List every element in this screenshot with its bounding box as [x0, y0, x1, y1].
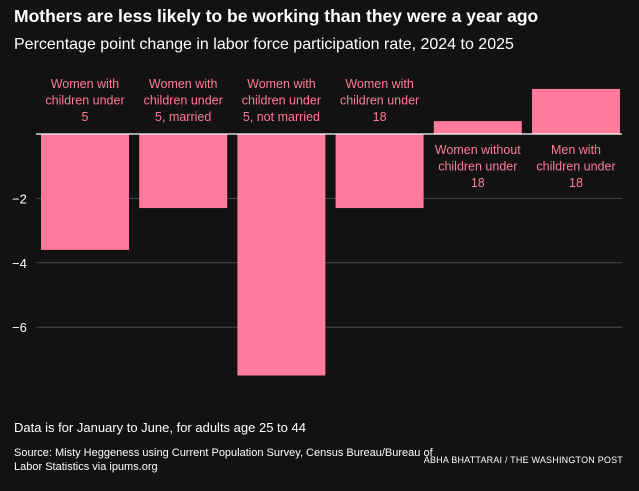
- category-label: Men with children under 18: [536, 143, 615, 190]
- bar: [532, 88, 620, 134]
- bar-chart: −2 −4 −6 Women with children under 5 Women wit…: [12, 77, 622, 376]
- category-label: Women with children under 18: [340, 77, 419, 124]
- chart-title: Mothers are less likely to be working th…: [14, 6, 539, 26]
- y-tick-label: −2: [12, 191, 27, 206]
- category-label: Women with children under 5, not married: [242, 77, 321, 124]
- category-label: Women with children under 5: [45, 77, 124, 124]
- bar: [139, 134, 228, 209]
- bar: [237, 134, 326, 376]
- chart-subtitle: Percentage point change in labor force p…: [14, 36, 514, 53]
- bar: [41, 134, 129, 250]
- source-note: Source: Misty Heggeness using Current Po…: [14, 447, 433, 473]
- y-tick-label: −6: [12, 320, 27, 335]
- category-label: Women without children under 18: [435, 143, 521, 190]
- bar: [433, 121, 522, 134]
- bar: [335, 134, 424, 209]
- y-tick-label: −4: [12, 256, 27, 271]
- credit-line: ABHA BHATTARAI / THE WASHINGTON POST: [423, 455, 623, 465]
- category-label: Women with children under 5, married: [144, 77, 223, 124]
- data-note: Data is for January to June, for adults …: [14, 420, 306, 435]
